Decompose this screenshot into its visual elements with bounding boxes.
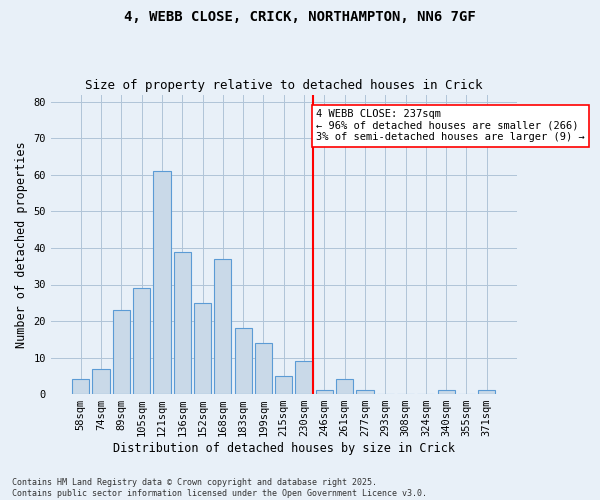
Text: 4, WEBB CLOSE, CRICK, NORTHAMPTON, NN6 7GF: 4, WEBB CLOSE, CRICK, NORTHAMPTON, NN6 7… bbox=[124, 10, 476, 24]
Bar bbox=[255, 343, 272, 394]
Text: 4 WEBB CLOSE: 237sqm
← 96% of detached houses are smaller (266)
3% of semi-detac: 4 WEBB CLOSE: 237sqm ← 96% of detached h… bbox=[316, 109, 585, 142]
Bar bbox=[336, 380, 353, 394]
Bar bbox=[295, 361, 313, 394]
Bar bbox=[235, 328, 252, 394]
Bar bbox=[356, 390, 374, 394]
Text: Contains HM Land Registry data © Crown copyright and database right 2025.
Contai: Contains HM Land Registry data © Crown c… bbox=[12, 478, 427, 498]
Bar bbox=[214, 259, 232, 394]
Title: Size of property relative to detached houses in Crick: Size of property relative to detached ho… bbox=[85, 79, 482, 92]
Bar bbox=[153, 172, 170, 394]
Bar bbox=[92, 368, 110, 394]
Bar bbox=[316, 390, 333, 394]
Bar bbox=[478, 390, 496, 394]
Y-axis label: Number of detached properties: Number of detached properties bbox=[15, 141, 28, 348]
Bar bbox=[113, 310, 130, 394]
Bar bbox=[72, 380, 89, 394]
X-axis label: Distribution of detached houses by size in Crick: Distribution of detached houses by size … bbox=[113, 442, 455, 455]
Bar bbox=[194, 303, 211, 394]
Bar bbox=[133, 288, 150, 394]
Bar bbox=[173, 252, 191, 394]
Bar bbox=[275, 376, 292, 394]
Bar bbox=[437, 390, 455, 394]
